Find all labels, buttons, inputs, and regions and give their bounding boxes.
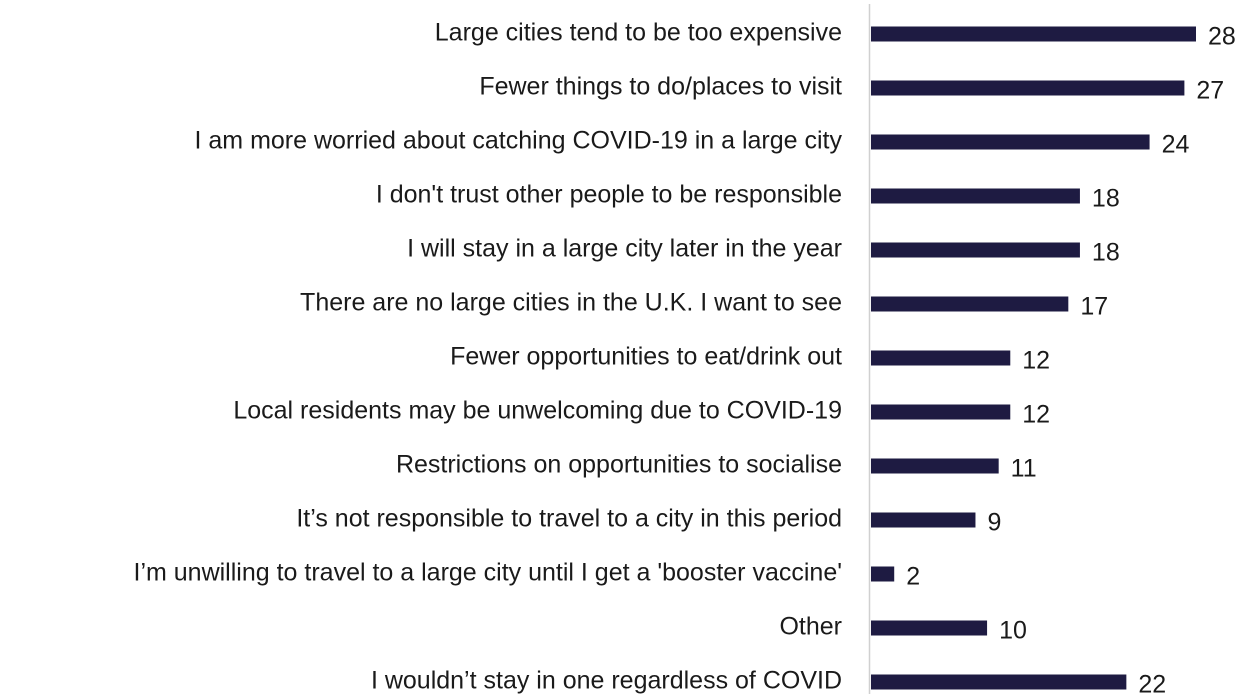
value-label: 28 bbox=[1208, 23, 1236, 51]
value-label: 12 bbox=[1022, 401, 1050, 429]
value-label: 2 bbox=[906, 563, 920, 591]
category-label: Fewer opportunities to eat/drink out bbox=[450, 343, 842, 371]
category-label: There are no large cities in the U.K. I … bbox=[300, 289, 842, 317]
value-label: 10 bbox=[999, 617, 1027, 645]
bar bbox=[871, 188, 1080, 204]
bar bbox=[871, 296, 1069, 312]
category-label: Large cities tend to be too expensive bbox=[435, 19, 842, 47]
bar bbox=[871, 674, 1127, 690]
value-label: 24 bbox=[1162, 131, 1190, 159]
value-label: 18 bbox=[1092, 239, 1120, 267]
bar bbox=[871, 458, 999, 474]
category-label: Other bbox=[779, 613, 842, 641]
category-label: Local residents may be unwelcoming due t… bbox=[233, 397, 842, 425]
value-label: 11 bbox=[1011, 455, 1037, 483]
bar bbox=[871, 80, 1185, 96]
bar bbox=[871, 620, 988, 636]
value-label: 18 bbox=[1092, 185, 1120, 213]
bar bbox=[871, 26, 1196, 42]
bar bbox=[871, 242, 1080, 258]
category-label: It’s not responsible to travel to a city… bbox=[296, 505, 842, 533]
category-label: I am more worried about catching COVID-1… bbox=[195, 127, 843, 155]
value-label: 17 bbox=[1080, 293, 1108, 321]
category-label: Fewer things to do/places to visit bbox=[479, 73, 842, 101]
bar bbox=[871, 566, 895, 582]
category-label: I don't trust other people to be respons… bbox=[376, 181, 842, 209]
category-label: I wouldn’t stay in one regardless of COV… bbox=[371, 667, 842, 694]
bar bbox=[871, 134, 1150, 150]
bar bbox=[871, 350, 1011, 366]
value-label: 9 bbox=[987, 509, 1001, 537]
value-label: 12 bbox=[1022, 347, 1050, 375]
category-label: I’m unwilling to travel to a large city … bbox=[134, 559, 843, 587]
value-label: 27 bbox=[1196, 77, 1224, 105]
bar bbox=[871, 404, 1011, 420]
category-label: Restrictions on opportunities to sociali… bbox=[396, 451, 842, 479]
bar bbox=[871, 512, 976, 528]
category-label: I will stay in a large city later in the… bbox=[407, 235, 842, 263]
value-label: 22 bbox=[1138, 671, 1166, 694]
